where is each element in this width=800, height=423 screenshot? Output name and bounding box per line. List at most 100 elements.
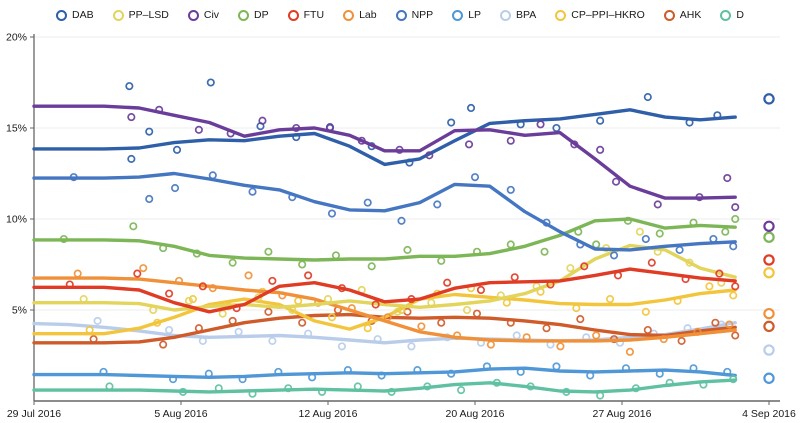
poll-dot-npp (506, 185, 515, 194)
poll-dot-lab (486, 340, 495, 349)
poll-dot-cpppihkro (729, 291, 738, 300)
series-dp (32, 214, 775, 271)
poll-dot-ahk (159, 340, 168, 349)
poll-dot-ftu (510, 273, 519, 282)
poll-dot-dp (437, 256, 446, 265)
poll-dot-cpppihkro (606, 295, 615, 304)
legend-item-civ: Civ (187, 8, 220, 21)
legend-item-d: D (720, 8, 744, 21)
poll-dot-lp (552, 362, 561, 371)
poll-dot-ftu (304, 271, 313, 280)
result-dot-bpa (763, 344, 775, 356)
poll-dot-dab (206, 78, 215, 87)
legend-label: LP (468, 8, 482, 21)
result-dot-dab (763, 93, 775, 105)
poll-dot-npp (433, 200, 442, 209)
trend-line-lab (32, 276, 737, 343)
pplsd-marker-icon (112, 9, 124, 21)
legend-item-lab: Lab (343, 8, 377, 21)
npp-marker-icon (395, 9, 407, 21)
result-dot-civ (763, 220, 775, 232)
result-dot-lab (763, 307, 775, 320)
series-lp (32, 362, 775, 384)
civ-marker-icon (187, 9, 199, 21)
poll-dot-ahk (264, 307, 273, 316)
poll-dot-cpppihkro (327, 313, 337, 322)
poll-dot-ftu (443, 278, 452, 287)
poll-dot-dab (172, 145, 182, 154)
y-tick-label: 10% (6, 214, 27, 226)
poll-dot-dab (125, 82, 134, 91)
trend-line-cpppihkro (32, 288, 737, 336)
x-tick-label: 29 Jul 2016 (7, 408, 61, 420)
trend-line-bpa (32, 321, 737, 345)
cpppihkro-marker-icon (555, 9, 567, 21)
poll-dot-ahk (576, 315, 585, 324)
x-tick-label: 20 Aug 2016 (446, 408, 505, 420)
trend-line-dab (32, 108, 737, 167)
poll-dot-civ (194, 125, 203, 134)
poll-dot-civ (536, 120, 545, 129)
poll-dot-ahk (731, 331, 740, 340)
legend-label: FTU (303, 8, 325, 21)
poll-dot-cpppihkro (294, 296, 303, 305)
result-dot-dp (763, 231, 775, 243)
legend-item-bpa: BPA (500, 9, 536, 21)
poll-dot-dp (403, 245, 412, 254)
legend-item-ahk: AHK (663, 8, 702, 21)
poll-dot-bpa (512, 331, 521, 340)
poll-dot-npp (470, 173, 480, 182)
poll-dot-pplsd (635, 227, 644, 236)
y-tick-label: 5% (12, 305, 27, 317)
poll-dot-npp (729, 242, 738, 251)
poll-dot-ahk (643, 325, 652, 335)
result-dot-cpppihkro (763, 266, 775, 279)
poll-dot-npp (610, 251, 619, 260)
result-dot-ftu (763, 254, 775, 266)
poll-dot-lab (73, 269, 82, 278)
series-npp (32, 171, 738, 260)
legend-label: DAB (72, 8, 94, 21)
legend-label: PP–LSD (128, 8, 169, 21)
poll-dot-cpppihkro (363, 324, 372, 333)
x-tick-label: 12 Aug 2016 (299, 408, 358, 420)
poll-dot-npp (327, 209, 337, 218)
poll-dot-cpppihkro (641, 307, 650, 316)
poll-dot-pplsd (218, 309, 227, 318)
poll-dot-ahk (298, 318, 307, 327)
legend-item-dp: DP (238, 9, 269, 21)
legend-item-dab: DAB (56, 8, 94, 21)
poll-dot-civ (723, 174, 732, 183)
result-dot-ahk (763, 320, 775, 333)
poll-dot-npp (363, 198, 372, 207)
poll-dot-npp (145, 194, 154, 204)
legend-label: Lab (359, 8, 377, 21)
poll-dot-dab (127, 154, 136, 163)
poll-dot-bpa (234, 327, 243, 336)
legend-label: Civ (203, 8, 220, 21)
trend-line-lp (32, 366, 737, 379)
lab-marker-icon (343, 9, 355, 21)
legend-item-cpppihkro: CP–PPI–HKRO (555, 9, 645, 21)
poll-dot-dp (228, 258, 237, 267)
poll-dot-civ (258, 116, 267, 125)
poll-dot-pplsd (393, 307, 402, 316)
poll-dot-bpa (337, 342, 346, 351)
legend-label: AHK (679, 8, 702, 21)
poll-dot-ahk (711, 318, 720, 327)
poll-dot-civ (653, 200, 662, 209)
x-tick-label: 27 Aug 2016 (593, 408, 652, 420)
poll-dot-lab (725, 320, 734, 329)
poll-dot-lab (244, 271, 253, 280)
poll-dot-npp (248, 187, 257, 196)
legend-label: NPP (411, 8, 434, 21)
poll-dot-lab (417, 322, 426, 331)
series-civ (32, 104, 775, 232)
poll-dot-civ (596, 145, 605, 154)
poll-dot-civ (127, 113, 136, 122)
poll-dot-dp (506, 240, 515, 249)
poll-dot-ftu (165, 289, 174, 298)
poll-dot-dab (466, 103, 476, 113)
legend-label: D (736, 8, 744, 21)
